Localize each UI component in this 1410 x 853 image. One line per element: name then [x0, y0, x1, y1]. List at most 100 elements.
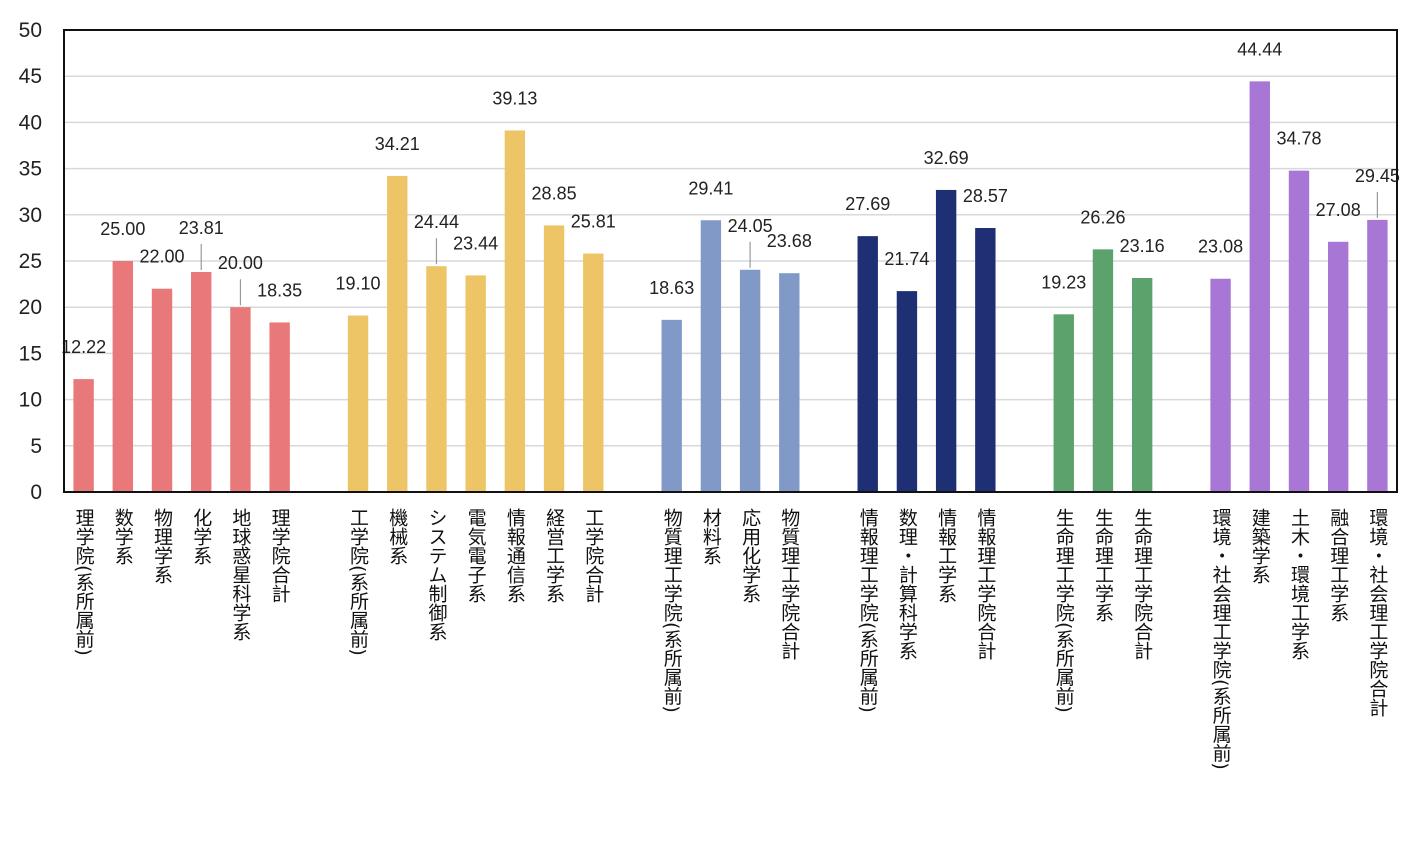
data-label: 26.26	[1080, 207, 1125, 227]
data-label: 23.08	[1198, 237, 1243, 257]
bars	[73, 81, 1388, 493]
data-label: 23.81	[179, 218, 224, 238]
y-tick-label: 15	[19, 342, 42, 365]
bar	[73, 379, 94, 492]
data-label: 18.35	[257, 280, 302, 300]
x-axis-labels: 理学院(系所属前) 数学系 物理学系 化学系 地球惑星科学系 理学院合計 工学院(系所属前)…	[73, 508, 1389, 770]
x-tick-label: 材料系	[700, 508, 722, 565]
bar	[739, 269, 761, 492]
bar	[269, 322, 290, 492]
data-label: 19.23	[1041, 272, 1086, 292]
x-tick-label: 理学院合計	[269, 508, 291, 603]
bar	[583, 253, 604, 492]
data-label: 18.63	[649, 278, 694, 298]
y-tick-label: 0	[30, 481, 42, 504]
x-tick-label: 電気電子系	[465, 508, 487, 603]
data-label: 32.69	[924, 148, 969, 168]
x-tick-label: 物質理工学院(系所属前)	[661, 508, 683, 713]
data-label: 44.44	[1237, 39, 1282, 59]
y-tick-label: 20	[19, 296, 42, 319]
data-label: 28.57	[963, 186, 1008, 206]
y-axis-ticks: 0 5 10 15 20 25 30 35 40 45 50	[19, 19, 42, 504]
bar	[896, 291, 918, 492]
bar	[426, 266, 447, 492]
data-label: 23.68	[767, 231, 812, 251]
bar	[857, 236, 878, 492]
data-label: 25.81	[571, 212, 616, 232]
y-tick-label: 5	[30, 435, 42, 458]
data-label: 23.44	[453, 233, 498, 253]
data-label: 27.69	[845, 194, 890, 214]
x-tick-label: 化学系	[190, 508, 212, 565]
x-tick-label: 地球惑星科学系	[229, 508, 251, 641]
bar	[1210, 278, 1231, 492]
data-label: 20.00	[218, 253, 263, 273]
bar	[1327, 241, 1349, 492]
bar	[543, 225, 565, 492]
bar	[1288, 170, 1310, 492]
bar	[1131, 278, 1153, 492]
x-tick-label: 環境・社会理工学院合計	[1366, 508, 1388, 717]
x-tick-label: 生命理工学院(系所属前)	[1053, 508, 1075, 713]
x-tick-label: 環境・社会理工学院(系所属前)	[1210, 508, 1232, 770]
data-label: 34.78	[1276, 129, 1321, 149]
x-tick-label: 情報理工学院合計	[974, 508, 996, 660]
y-tick-label: 30	[19, 204, 42, 227]
gridlines	[64, 75, 1397, 447]
x-tick-label: 工学院(系所属前)	[347, 508, 369, 656]
label-leader-lines	[200, 191, 1378, 306]
data-label: 22.00	[139, 247, 184, 267]
data-label: 29.45	[1355, 166, 1400, 186]
data-label: 24.44	[414, 212, 459, 232]
data-label: 21.74	[884, 249, 929, 269]
x-tick-label: 情報理工学院(系所属前)	[857, 508, 879, 713]
bar	[1092, 249, 1114, 492]
y-tick-label: 25	[19, 250, 42, 273]
bar	[1367, 219, 1388, 492]
x-tick-label: 情報工学系	[935, 508, 957, 603]
data-labels: 12.22 25.00 22.00 23.81 20.00 18.35 19.10 34.21…	[61, 39, 1400, 357]
data-label: 23.16	[1120, 236, 1165, 256]
bar	[700, 220, 722, 493]
x-tick-label: 生命理工学院合計	[1131, 508, 1153, 660]
data-label: 28.85	[532, 183, 577, 203]
bar	[387, 175, 408, 492]
bar	[465, 275, 486, 492]
x-tick-label: 情報通信系	[504, 508, 526, 603]
bar	[191, 271, 212, 492]
y-tick-label: 35	[19, 158, 42, 181]
x-tick-label: 生命理工学系	[1092, 508, 1114, 622]
x-tick-label: 物理学系	[151, 508, 173, 584]
bar	[661, 319, 682, 492]
x-tick-label: 数理・計算科学系	[896, 508, 918, 660]
data-label: 12.22	[61, 337, 106, 357]
x-tick-label: 建築学系	[1249, 508, 1271, 584]
x-tick-label: システム制御系	[425, 508, 447, 641]
bar	[935, 189, 957, 492]
x-tick-label: 土木・環境工学系	[1288, 508, 1310, 660]
plot-frame	[63, 29, 1398, 493]
y-tick-label: 45	[19, 65, 42, 88]
bar	[151, 288, 173, 492]
x-tick-label: 融合理工学系	[1327, 508, 1349, 622]
bar	[112, 261, 134, 492]
data-label: 24.05	[728, 216, 773, 236]
x-tick-label: 応用化学系	[739, 508, 761, 603]
data-label: 34.21	[375, 134, 420, 154]
y-tick-label: 50	[19, 19, 42, 42]
x-tick-label: 理学院(系所属前)	[73, 508, 95, 656]
x-tick-label: 工学院合計	[582, 508, 604, 603]
data-label: 29.41	[688, 178, 733, 198]
y-tick-label: 10	[19, 389, 42, 412]
bar	[1053, 314, 1074, 492]
x-tick-label: 機械系	[386, 508, 408, 565]
data-label: 27.08	[1316, 200, 1361, 220]
bar	[230, 307, 251, 492]
data-label: 19.10	[336, 274, 381, 294]
bar	[779, 273, 800, 492]
x-tick-label: 経営工学系	[543, 508, 565, 603]
bar	[1249, 81, 1270, 493]
bar	[504, 130, 526, 493]
x-tick-label: 物質理工学院合計	[778, 508, 800, 660]
